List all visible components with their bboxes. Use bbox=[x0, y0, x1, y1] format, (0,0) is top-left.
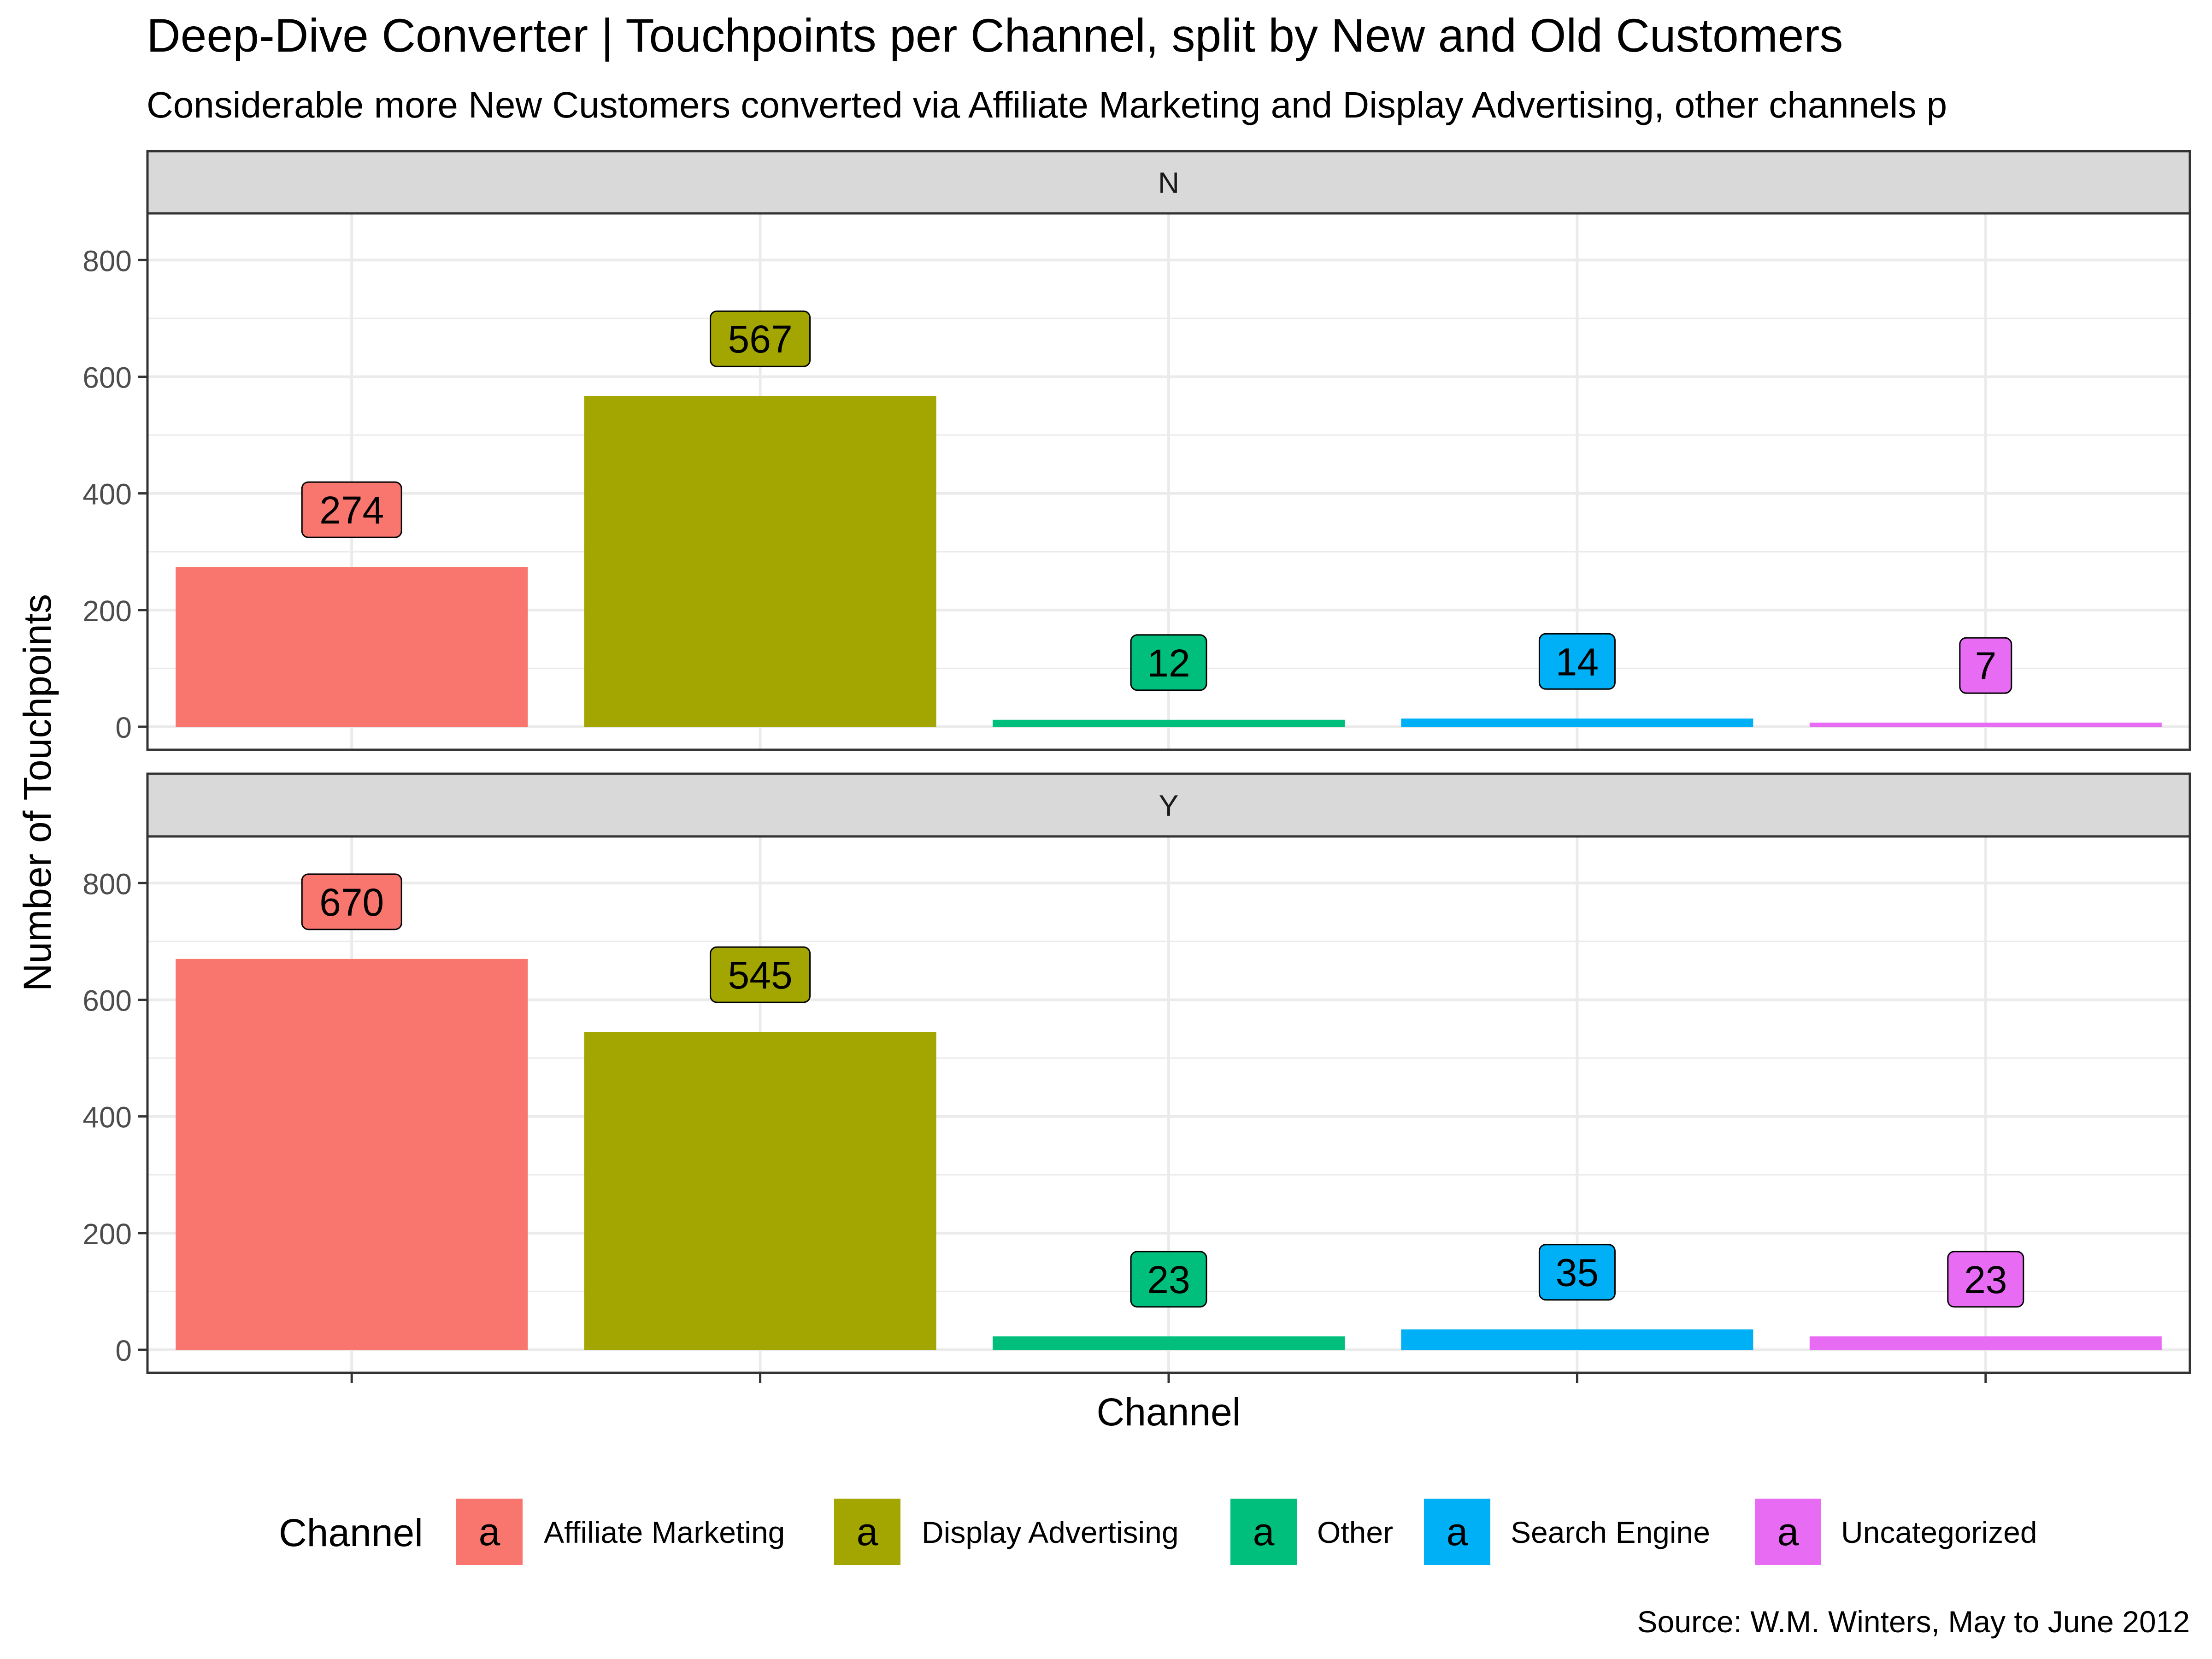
legend-label-affiliate-marketing: Affiliate Marketing bbox=[544, 1515, 785, 1549]
bar-display-advertising bbox=[584, 1032, 936, 1350]
data-label-box bbox=[710, 310, 811, 367]
facet-strip-label: Y bbox=[1159, 789, 1179, 822]
data-label-box bbox=[1538, 633, 1616, 690]
legend: Channel a Affiliate Marketing a Display Adve… bbox=[279, 1499, 2037, 1565]
data-label-box bbox=[1130, 1251, 1207, 1308]
data-label: 12 bbox=[1147, 641, 1190, 685]
x-axis-label: Channel bbox=[1097, 1390, 1241, 1434]
legend-key-display-advertising bbox=[834, 1499, 900, 1565]
bar-display-advertising bbox=[584, 396, 936, 727]
legend-label-search-engine: Search Engine bbox=[1511, 1515, 1710, 1549]
legend-key-glyph: a bbox=[1253, 1510, 1275, 1553]
y-tick-label: 200 bbox=[82, 1218, 132, 1251]
bar-affiliate-marketing bbox=[176, 567, 528, 727]
y-tick-label: 800 bbox=[82, 867, 132, 900]
legend-label-uncategorized: Uncategorized bbox=[1841, 1515, 2037, 1549]
y-tick-label: 0 bbox=[115, 711, 132, 744]
legend-label-other: Other bbox=[1317, 1515, 1393, 1549]
data-label-box bbox=[301, 481, 402, 538]
bar-search-engine bbox=[1401, 718, 1753, 727]
legend-key-glyph: a bbox=[1777, 1510, 1799, 1553]
bar-uncategorized bbox=[1809, 723, 2162, 727]
facet-strip-label: N bbox=[1158, 166, 1179, 200]
data-label: 14 bbox=[1556, 640, 1599, 683]
y-tick-label: 400 bbox=[82, 1101, 132, 1134]
data-label-box bbox=[1538, 1244, 1616, 1301]
caption: Source: W.M. Winters, May to June 2012 bbox=[1637, 1605, 2190, 1639]
data-label-box bbox=[710, 946, 811, 1003]
legend-key-other bbox=[1230, 1499, 1297, 1565]
y-tick-label: 600 bbox=[82, 984, 132, 1017]
facet-strip bbox=[146, 772, 2191, 838]
data-label: 23 bbox=[1964, 1258, 2007, 1301]
chart-subtitle: Considerable more New Customers converte… bbox=[147, 84, 1947, 125]
y-axis-label: Number of Touchpoints bbox=[16, 594, 59, 991]
bar-search-engine bbox=[1401, 1329, 1753, 1350]
legend-key-affiliate-marketing bbox=[456, 1499, 523, 1565]
facet-panels: 0 200 400 600 800 274 567 12 14 7 N 0 200 400 600 800 67… bbox=[82, 150, 2191, 1383]
bar-affiliate-marketing bbox=[176, 959, 528, 1350]
legend-label-display-advertising: Display Advertising bbox=[922, 1515, 1179, 1549]
legend-key-uncategorized bbox=[1755, 1499, 1821, 1565]
data-label-box bbox=[1947, 1251, 2024, 1308]
facet-panel-y: 0 200 400 600 800 670 545 23 35 23 Y bbox=[82, 772, 2191, 1374]
y-tick-label: 0 bbox=[115, 1334, 132, 1367]
y-tick-label: 200 bbox=[82, 594, 132, 628]
y-tick-label: 800 bbox=[82, 244, 132, 277]
facet-strip bbox=[146, 150, 2191, 215]
data-label: 567 bbox=[728, 318, 793, 361]
bar-uncategorized bbox=[1809, 1336, 2162, 1350]
data-label-box bbox=[1959, 637, 2012, 694]
legend-key-glyph: a bbox=[857, 1510, 878, 1553]
legend-key-glyph: a bbox=[479, 1510, 500, 1553]
data-label: 7 bbox=[1975, 644, 1996, 688]
facet-panel-n: 0 200 400 600 800 274 567 12 14 7 N bbox=[82, 150, 2191, 751]
legend-title: Channel bbox=[279, 1511, 423, 1554]
legend-key-search-engine bbox=[1424, 1499, 1490, 1565]
chart-title: Deep-Dive Converter | Touchpoints per Ch… bbox=[147, 9, 1843, 62]
legend-key-glyph: a bbox=[1447, 1510, 1468, 1553]
y-tick-label: 600 bbox=[82, 361, 132, 394]
data-label: 35 bbox=[1556, 1251, 1599, 1294]
bar-other bbox=[993, 719, 1345, 727]
data-label-box bbox=[1130, 634, 1207, 691]
data-label: 545 bbox=[728, 953, 793, 997]
bar-other bbox=[993, 1336, 1345, 1350]
data-label: 23 bbox=[1147, 1258, 1190, 1301]
data-label-box bbox=[301, 873, 402, 930]
data-label: 274 bbox=[319, 488, 384, 532]
data-label: 670 bbox=[319, 881, 384, 924]
y-tick-label: 400 bbox=[82, 478, 132, 511]
